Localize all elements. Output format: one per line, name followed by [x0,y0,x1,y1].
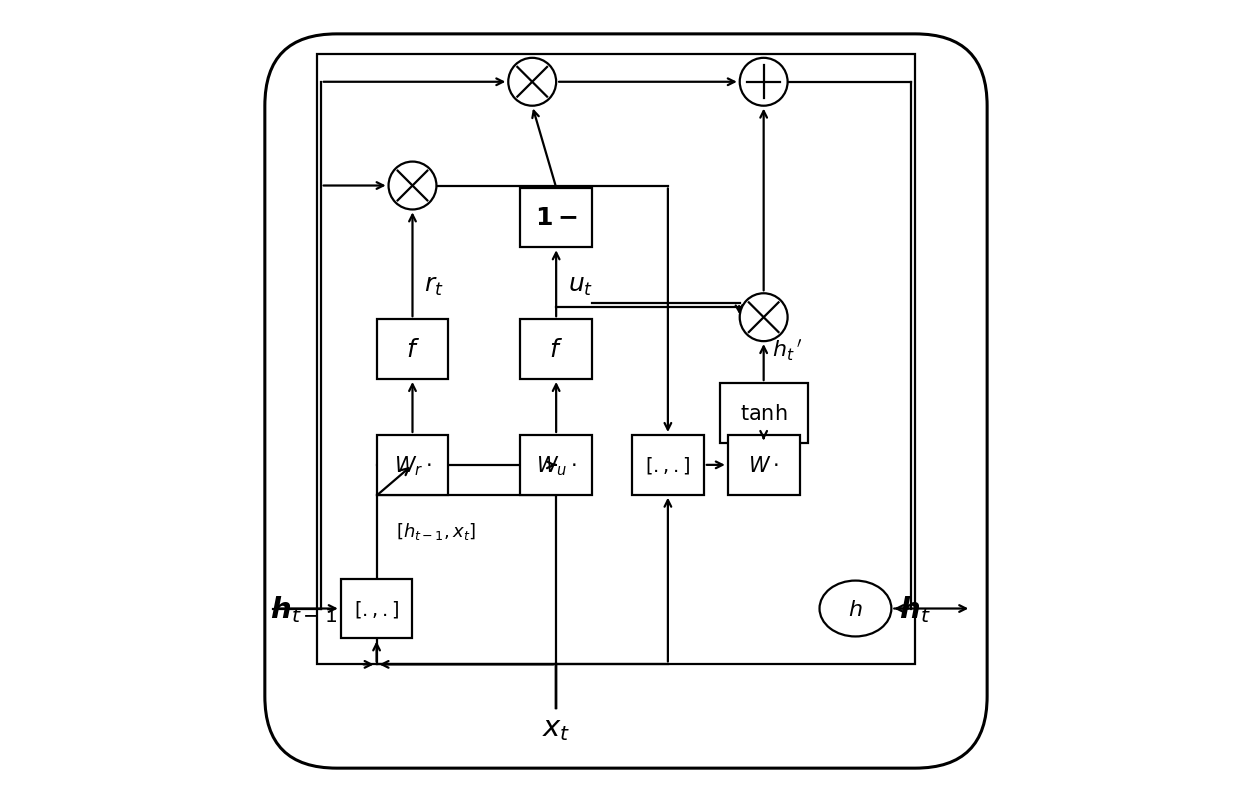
Text: $[.,.]$: $[.,.]$ [645,455,691,476]
FancyBboxPatch shape [521,188,591,248]
Ellipse shape [820,581,892,637]
FancyBboxPatch shape [521,436,591,496]
Text: $f$: $f$ [549,337,563,362]
Text: $h_t\,'$: $h_t\,'$ [771,337,802,363]
Text: $r_t$: $r_t$ [424,274,444,298]
FancyBboxPatch shape [719,384,807,444]
Text: $W\cdot$: $W\cdot$ [748,455,779,475]
Text: $x_t$: $x_t$ [542,714,570,742]
Text: $[.,.]$: $[.,.]$ [353,599,399,620]
FancyBboxPatch shape [377,436,449,496]
FancyBboxPatch shape [265,35,987,768]
Text: $\mathrm{tanh}$: $\mathrm{tanh}$ [740,404,787,423]
Text: $W_u\cdot$: $W_u\cdot$ [536,453,577,477]
FancyBboxPatch shape [632,436,704,496]
Circle shape [508,58,557,106]
FancyBboxPatch shape [728,436,800,496]
FancyBboxPatch shape [341,579,413,638]
Text: $h$: $h$ [848,599,863,619]
FancyBboxPatch shape [377,320,449,380]
Text: $W_r\cdot$: $W_r\cdot$ [393,453,432,477]
Circle shape [388,162,436,210]
Circle shape [740,294,787,341]
Text: $\boldsymbol{h}_{t-1}$: $\boldsymbol{h}_{t-1}$ [270,594,337,624]
Text: $f$: $f$ [405,337,419,362]
Text: $[h_{t-1},x_t]$: $[h_{t-1},x_t]$ [397,520,476,541]
Text: $u_t$: $u_t$ [568,274,594,298]
Circle shape [740,58,787,106]
Text: $\boldsymbol{h}_t$: $\boldsymbol{h}_t$ [899,594,931,624]
FancyBboxPatch shape [316,55,915,664]
Text: $\mathbf{1-}$: $\mathbf{1-}$ [534,206,578,230]
FancyBboxPatch shape [521,320,591,380]
